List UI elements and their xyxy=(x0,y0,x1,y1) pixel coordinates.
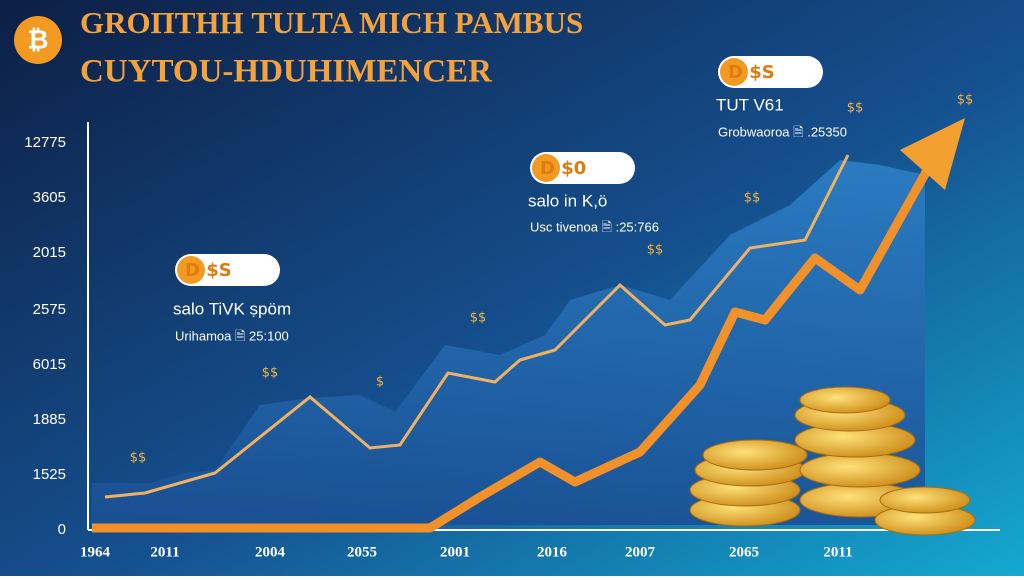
arrow-head xyxy=(900,118,965,190)
sparkle: $$ xyxy=(847,101,864,116)
sparkle: $$ xyxy=(744,191,761,206)
y-label: 2015 xyxy=(33,244,66,261)
badge-coin xyxy=(177,256,205,284)
y-label: 6015 xyxy=(33,356,66,373)
area xyxy=(92,160,925,525)
y-label: 12775 xyxy=(24,134,66,151)
x-label: 2065 xyxy=(729,544,759,560)
x-label: 2055 xyxy=(347,544,377,560)
x-label: 2001 xyxy=(440,544,470,560)
x-label: 1964 xyxy=(80,544,111,560)
callout-detail: Usc tivenoa 🗎 :25:766 xyxy=(530,219,659,234)
sparkle: $$ xyxy=(957,93,974,108)
y-label: 3605 xyxy=(33,189,66,206)
sparkle: $$ xyxy=(470,311,487,326)
badge: D $0 xyxy=(540,158,586,179)
y-label: 0 xyxy=(58,521,66,538)
callout-title: salo TiVK ṣpöm xyxy=(173,299,291,318)
callout-title: salo in K,ö xyxy=(528,191,607,210)
title: GRОΠΤΗΗ TULTA MICH PAMBUS xyxy=(80,5,583,40)
callout-detail: Grobwaoroa 🗎 .25350 xyxy=(718,124,847,139)
sparkle: $$ xyxy=(262,366,279,381)
y-label: 1525 xyxy=(33,466,66,483)
x-label: 2007 xyxy=(625,544,656,560)
growth-line xyxy=(92,162,934,533)
callout-title: TUT V61 xyxy=(716,95,784,114)
logo-circle xyxy=(14,16,62,64)
badge-coin xyxy=(720,58,748,86)
badge: D $S xyxy=(728,62,775,83)
logo: ₿ xyxy=(27,26,48,56)
sparkle: $ xyxy=(376,375,384,390)
x-label: 2004 xyxy=(255,544,286,560)
badge: D $S xyxy=(185,260,232,281)
trend-line xyxy=(104,154,850,499)
sparkle: $$ xyxy=(130,451,147,466)
badge-coin xyxy=(532,154,560,182)
x-label: 2011 xyxy=(150,544,179,560)
x-label: 2011 xyxy=(823,544,852,560)
title: CUYTOU-HDUHIMENCER xyxy=(80,54,493,90)
y-label: 1885 xyxy=(33,411,66,428)
y-label: 2575 xyxy=(33,301,66,318)
x-label: 2016 xyxy=(537,544,568,560)
sparkle: $$ xyxy=(647,243,664,258)
coins xyxy=(689,386,976,536)
callout-detail: Urihamoa 🗎 25:100 xyxy=(175,328,289,343)
